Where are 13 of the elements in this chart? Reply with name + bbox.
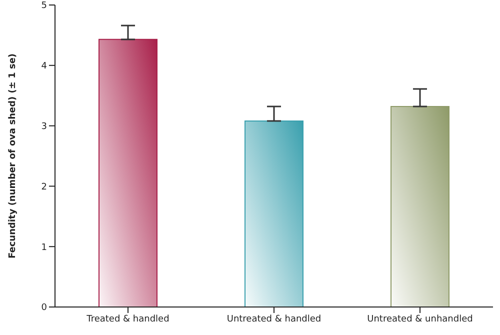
x-tick-label: Untreated & handled (226, 314, 322, 324)
y-tick-label: 3 (41, 122, 47, 132)
y-tick-label: 2 (41, 182, 47, 192)
y-tick-label: 1 (41, 242, 47, 253)
y-tick-label: 5 (41, 1, 47, 12)
x-tick-label: Treated & handled (86, 314, 170, 324)
y-axis-title: Fecundity (number of ova shed) (± 1 se) (8, 53, 18, 259)
x-tick-label: Untreated & unhandled (367, 314, 473, 324)
bar (390, 106, 450, 307)
bar (244, 120, 304, 307)
y-tick-label: 4 (41, 62, 48, 72)
y-tick-label: 0 (41, 303, 48, 314)
bar (98, 38, 158, 307)
